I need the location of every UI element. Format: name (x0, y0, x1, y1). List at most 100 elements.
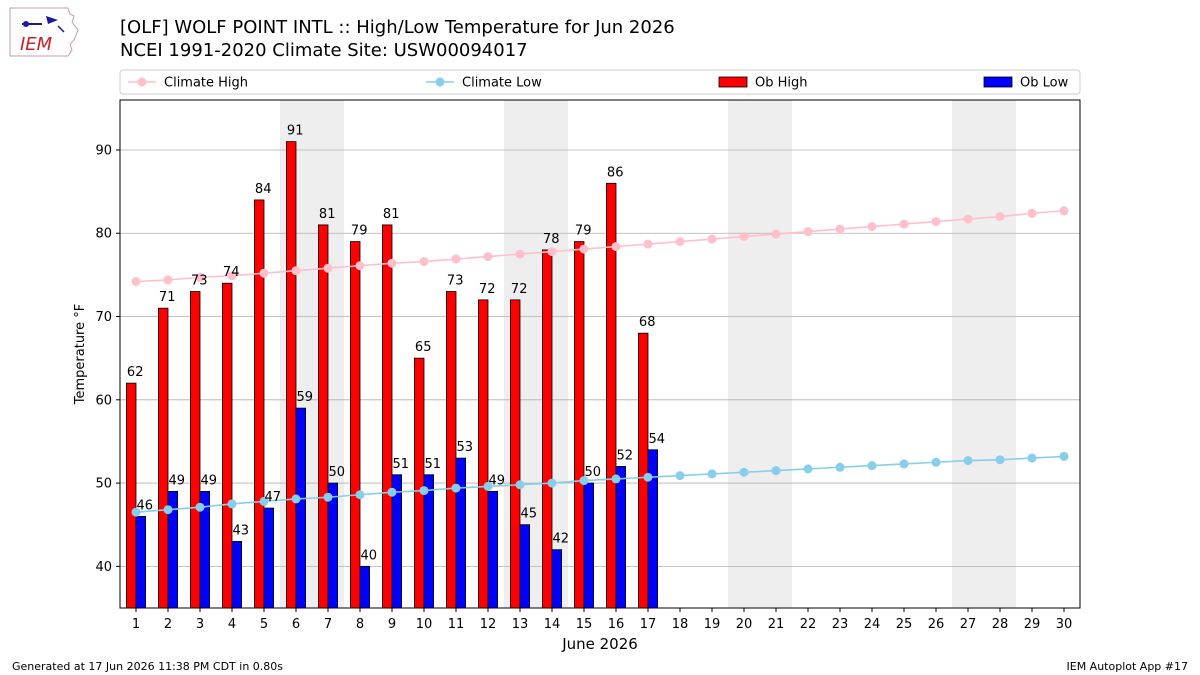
ob-high-bar (574, 241, 585, 609)
ob-high-label: 78 (543, 232, 560, 247)
x-tick-label: 29 (1024, 617, 1041, 632)
y-tick-label: 90 (95, 143, 112, 158)
climate-low-point (771, 466, 781, 476)
ob-high-bar (189, 291, 201, 609)
x-tick-label: 17 (640, 617, 657, 632)
weekend-band (952, 100, 984, 608)
climate-low-point (803, 464, 813, 474)
x-tick-label: 15 (576, 617, 593, 632)
ob-low-bar (455, 457, 467, 609)
climate-high-point (131, 277, 141, 287)
ob-low-label: 53 (457, 440, 474, 455)
x-tick-label: 26 (928, 617, 945, 632)
y-tick-label: 40 (95, 560, 112, 575)
ob-high-bar (126, 382, 137, 609)
ob-low-label: 43 (233, 523, 250, 538)
y-tick-label: 60 (95, 393, 112, 408)
climate-high-point (835, 224, 845, 234)
x-tick-label: 28 (992, 617, 1009, 632)
legend-ob-high-swatch (718, 76, 748, 88)
ob-high-bar (253, 199, 265, 609)
climate-high-point (707, 234, 717, 244)
bars (126, 141, 659, 609)
climate-low-point (451, 483, 461, 493)
x-tick-label: 22 (800, 617, 817, 632)
climate-low-point (643, 472, 653, 482)
x-tick-label: 1 (132, 617, 140, 632)
ob-low-bar (231, 540, 243, 609)
ob-high-bar (509, 299, 521, 609)
ob-high-label: 73 (191, 274, 208, 289)
ob-high-label: 79 (351, 224, 368, 239)
ob-low-label: 50 (585, 465, 602, 480)
ob-low-label: 50 (329, 465, 346, 480)
ob-low-label: 49 (169, 473, 186, 488)
ob-high-label: 72 (479, 282, 496, 297)
climate-high-point (995, 212, 1005, 222)
climate-low-point (131, 507, 141, 517)
climate-high-point (515, 249, 525, 259)
ob-high-label: 72 (511, 282, 528, 297)
climate-low-point (1059, 451, 1069, 461)
x-tick-label: 27 (960, 617, 977, 632)
x-tick-label: 18 (672, 617, 689, 632)
ob-high-label: 65 (415, 340, 432, 355)
ob-low-bar (359, 565, 371, 609)
climate-low-point (291, 494, 301, 504)
ob-high-label: 79 (575, 224, 592, 239)
legend-box (119, 69, 1081, 95)
legend-ob-low-swatch (983, 76, 1013, 88)
climate-low-point (963, 456, 973, 466)
climate-high-point (675, 237, 685, 247)
legend-ob-low-label: Ob Low (1020, 76, 1069, 91)
legend-ob-high-label: Ob High (755, 76, 808, 91)
climate-high-point (739, 232, 749, 242)
ob-low-label: 46 (137, 498, 154, 513)
x-tick-label: 3 (196, 617, 204, 632)
ob-high-label: 62 (127, 365, 144, 380)
x-tick-label: 23 (832, 617, 849, 632)
climate-low-point (547, 478, 557, 488)
x-tick-label: 9 (388, 617, 396, 632)
climate-low-line (135, 455, 1065, 514)
climate-high-point (1027, 208, 1037, 218)
ob-low-bar (551, 549, 563, 609)
logo-text: IEM (20, 34, 53, 55)
ob-low-label: 51 (393, 457, 410, 472)
climate-low-point (259, 496, 269, 506)
climate-low-point (899, 459, 909, 469)
ob-low-label: 54 (649, 432, 666, 447)
iem-logo: IEM (8, 6, 82, 64)
climate-high-point (579, 244, 589, 254)
ob-low-bar (327, 482, 339, 609)
y-tick-label: 80 (95, 227, 112, 242)
ob-low-label: 42 (553, 532, 570, 547)
app-note: IEM Autoplot App #17 (1066, 660, 1189, 673)
ob-low-label: 51 (425, 457, 442, 472)
climate-high-point (547, 247, 557, 257)
x-tick-label: 5 (260, 617, 268, 632)
gridlines (120, 149, 1080, 567)
climate-low-point (835, 462, 845, 472)
ob-high-bar (285, 141, 297, 609)
climate-high-point (387, 258, 397, 268)
climate-high-point (451, 254, 461, 264)
climate-high-point (771, 229, 781, 239)
climate-low-point (387, 487, 397, 497)
climate-low-point (579, 476, 589, 486)
legend-climate-low-marker (435, 77, 445, 87)
climate-high-point (643, 239, 653, 249)
climate-high-point (419, 257, 429, 267)
climate-low-point (931, 457, 941, 467)
x-tick-label: 30 (1056, 617, 1073, 632)
y-tick-label: 70 (95, 310, 112, 325)
x-tick-label: 8 (356, 617, 364, 632)
weekend-band (984, 100, 1016, 608)
climate-low-point (163, 505, 173, 515)
climate-low-point (611, 474, 621, 484)
x-axis-label: June 2026 (561, 635, 638, 653)
x-tick-label: 24 (864, 617, 881, 632)
legend: Climate High Climate Low Ob High Ob Low (119, 69, 1081, 95)
climate-low-point (739, 467, 749, 477)
